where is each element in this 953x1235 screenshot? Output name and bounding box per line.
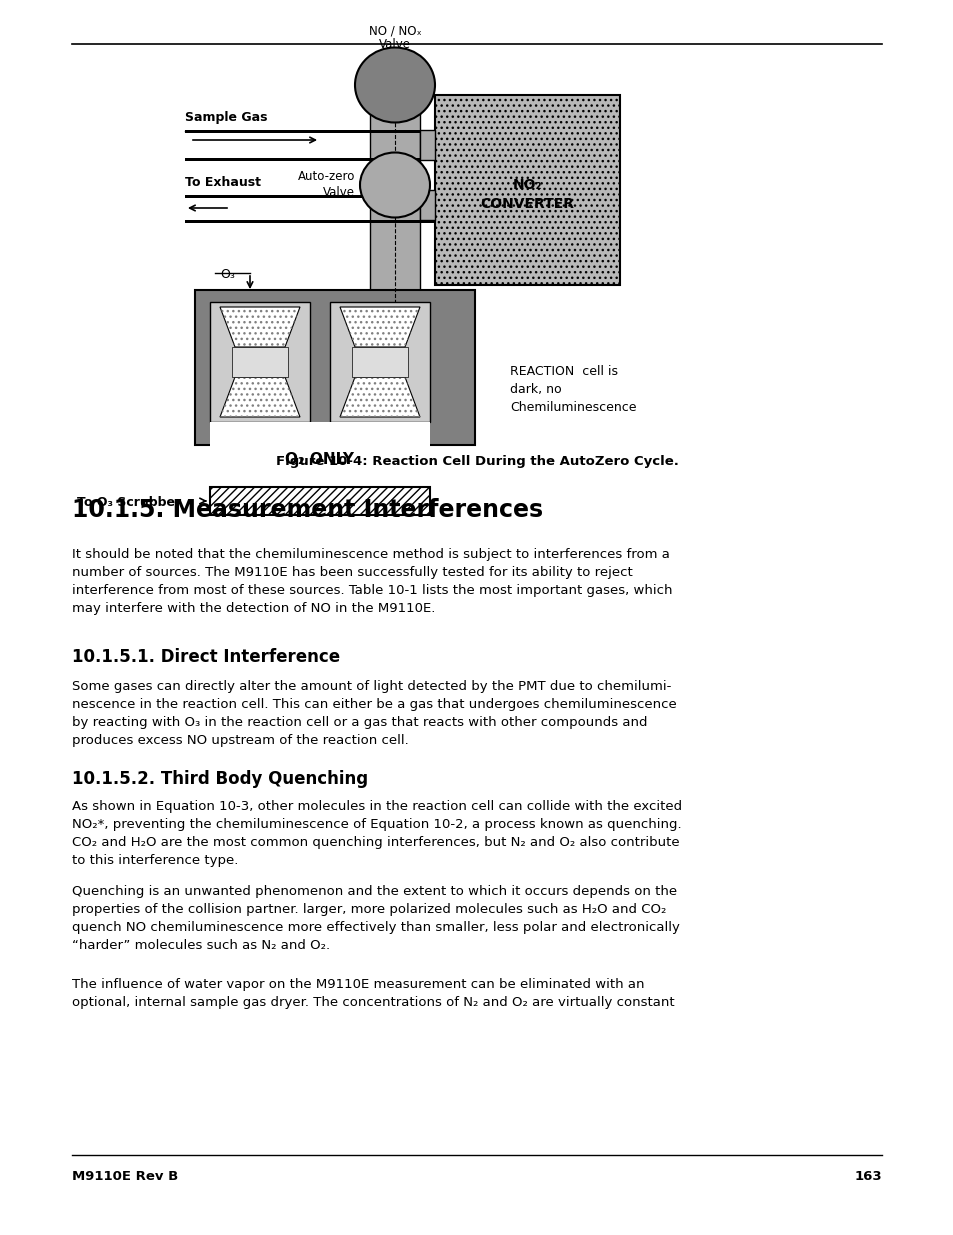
Text: CONVERTER: CONVERTER xyxy=(480,198,574,211)
Text: 10.1.5. Measurement Interferences: 10.1.5. Measurement Interferences xyxy=(71,498,542,522)
Text: Quenching is an unwanted phenomenon and the extent to which it occurs depends on: Quenching is an unwanted phenomenon and … xyxy=(71,885,679,952)
Text: Some gases can directly alter the amount of light detected by the PMT due to che: Some gases can directly alter the amount… xyxy=(71,680,676,747)
Text: To Exhaust: To Exhaust xyxy=(185,177,261,189)
Text: dark, no: dark, no xyxy=(510,383,561,396)
Bar xyxy=(419,190,435,220)
Bar xyxy=(210,487,430,515)
Text: M9110E Rev B: M9110E Rev B xyxy=(71,1170,177,1183)
Ellipse shape xyxy=(359,152,430,217)
Polygon shape xyxy=(339,308,419,347)
Bar xyxy=(330,303,430,422)
Text: NO₂: NO₂ xyxy=(512,178,541,191)
Bar xyxy=(185,220,435,224)
Text: The influence of water vapor on the M9110E measurement can be eliminated with an: The influence of water vapor on the M911… xyxy=(71,978,674,1009)
Bar xyxy=(419,130,435,161)
Text: O₃: O₃ xyxy=(220,268,234,282)
Text: NO / NOₓ: NO / NOₓ xyxy=(368,25,421,37)
Bar xyxy=(194,290,475,445)
Text: Valve: Valve xyxy=(378,37,411,51)
Polygon shape xyxy=(339,377,419,417)
Bar xyxy=(210,303,310,422)
Bar xyxy=(352,347,408,377)
Text: 10.1.5.1. Direct Interference: 10.1.5.1. Direct Interference xyxy=(71,648,339,666)
Text: Sample Gas: Sample Gas xyxy=(185,111,267,124)
Bar xyxy=(232,347,288,377)
Text: Chemiluminescence: Chemiluminescence xyxy=(510,401,636,414)
Bar xyxy=(370,95,419,330)
Text: 10.1.5.2. Third Body Quenching: 10.1.5.2. Third Body Quenching xyxy=(71,769,367,788)
Text: O₂ ONLY: O₂ ONLY xyxy=(285,452,355,467)
Ellipse shape xyxy=(355,47,435,122)
Text: It should be noted that the chemiluminescence method is subject to interferences: It should be noted that the chemilumines… xyxy=(71,548,671,615)
Text: Figure 10-4: Reaction Cell During the AutoZero Cycle.: Figure 10-4: Reaction Cell During the Au… xyxy=(275,454,678,468)
Text: Auto-zero: Auto-zero xyxy=(297,170,355,184)
Bar xyxy=(210,422,430,487)
Bar xyxy=(185,158,435,161)
Text: Valve: Valve xyxy=(323,186,355,200)
Text: To O₃ Scrubber: To O₃ Scrubber xyxy=(76,496,180,510)
Text: 163: 163 xyxy=(854,1170,882,1183)
Bar xyxy=(185,195,435,198)
Polygon shape xyxy=(220,377,299,417)
Bar xyxy=(185,130,435,133)
Bar xyxy=(435,95,619,285)
Text: As shown in Equation 10-3, other molecules in the reaction cell can collide with: As shown in Equation 10-3, other molecul… xyxy=(71,800,681,867)
Polygon shape xyxy=(220,308,299,347)
Text: REACTION  cell is: REACTION cell is xyxy=(510,366,618,378)
